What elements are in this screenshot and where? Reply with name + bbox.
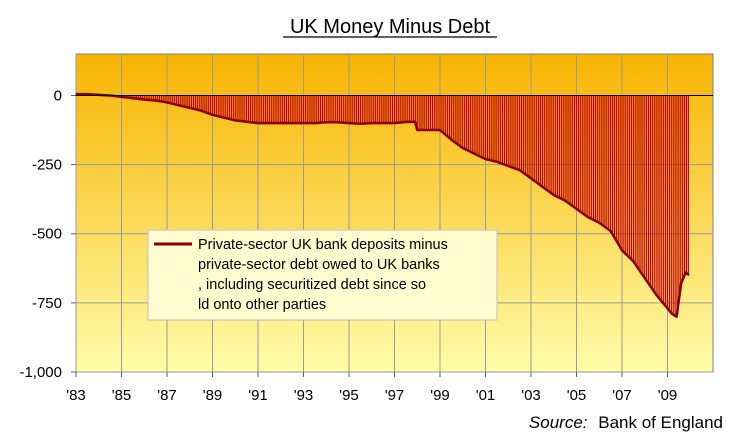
- x-tick-label: '95: [339, 387, 359, 404]
- x-tick-label: '85: [112, 387, 132, 404]
- x-tick-label: '91: [248, 387, 268, 404]
- x-tick-label: '99: [430, 387, 450, 404]
- data-line: [76, 92, 690, 318]
- x-axis-ticks: '83 '85 '87 '89 '91 '93 '95 '97 '99 '01 '03 '05 '07 '…: [66, 372, 677, 404]
- y-tick-label: -500: [32, 226, 62, 243]
- source-text: Bank of England: [598, 413, 723, 432]
- x-tick-label: '89: [203, 387, 223, 404]
- x-tick-label: '01: [476, 387, 496, 404]
- legend-label: Private-sector UK bank deposits minus pri…: [198, 237, 448, 313]
- y-tick-label: -750: [32, 295, 62, 312]
- y-tick-label: -1,000: [19, 364, 62, 381]
- y-tick-label: 0: [54, 87, 62, 104]
- x-tick-label: '03: [521, 387, 541, 404]
- x-tick-label: '83: [66, 387, 86, 404]
- data-bars: [75, 94, 689, 316]
- x-tick-label: '09: [658, 387, 678, 404]
- legend-box: [147, 229, 498, 321]
- x-tick-label: '93: [294, 387, 314, 404]
- y-axis-ticks: 0 -250 -500 -750 -1,000: [19, 87, 76, 381]
- x-tick-label: '87: [157, 387, 177, 404]
- legend-label-line: , including securitized debt since so: [198, 277, 426, 293]
- legend-label-line: Private-sector UK bank deposits minus: [198, 237, 448, 253]
- legend-label-line: private-sector debt owed to UK banks: [198, 257, 440, 273]
- x-tick-label: '97: [385, 387, 405, 404]
- x-tick-label: '05: [567, 387, 587, 404]
- chart-title: UK Money Minus Debt: [290, 16, 491, 38]
- source-label: Source:: [529, 413, 588, 432]
- x-tick-label: '07: [612, 387, 632, 404]
- data-line-group: [76, 92, 690, 318]
- legend: Private-sector UK bank deposits minus pri…: [147, 229, 498, 321]
- y-tick-label: -250: [32, 157, 62, 174]
- legend-label-line: ld onto other parties: [198, 297, 326, 313]
- source-note: Source: Bank of England: [529, 413, 723, 432]
